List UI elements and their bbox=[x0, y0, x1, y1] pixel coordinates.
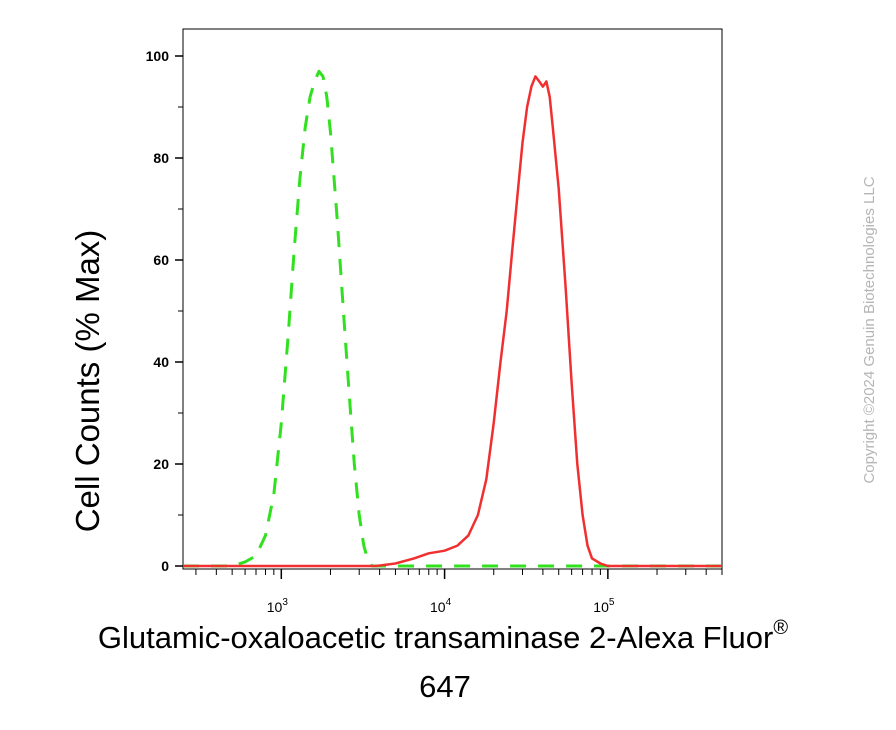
registered-mark: ® bbox=[773, 617, 788, 639]
copyright-watermark: Copyright ©2024 Genuin Biotechnologies L… bbox=[861, 176, 878, 483]
y-tick-label: 80 bbox=[153, 150, 169, 166]
y-tick-label: 0 bbox=[161, 558, 169, 574]
x-tick-label: 103 bbox=[267, 597, 289, 615]
series-line-2 bbox=[183, 75, 722, 568]
plot-area bbox=[182, 28, 723, 570]
y-axis: 0 20 40 60 80 100 bbox=[146, 48, 183, 574]
series-line-1 bbox=[183, 69, 722, 568]
y-tick-label: 100 bbox=[146, 48, 170, 64]
x-axis: 103 104 105 bbox=[195, 569, 723, 615]
x-axis-title: Glutamic-oxaloacetic transaminase 2-Alex… bbox=[98, 617, 788, 655]
y-axis-title: Cell Counts (% Max) bbox=[69, 230, 106, 533]
y-tick-label: 60 bbox=[153, 252, 169, 268]
series-layer bbox=[183, 69, 722, 568]
x-tick-label: 105 bbox=[593, 597, 615, 615]
x-axis-title-line2: 647 bbox=[419, 669, 471, 704]
y-tick-label: 20 bbox=[153, 456, 169, 472]
x-tick-label: 104 bbox=[430, 597, 452, 615]
y-tick-label: 40 bbox=[153, 354, 169, 370]
x-axis-title-main: Glutamic-oxaloacetic transaminase 2-Alex… bbox=[98, 620, 773, 655]
